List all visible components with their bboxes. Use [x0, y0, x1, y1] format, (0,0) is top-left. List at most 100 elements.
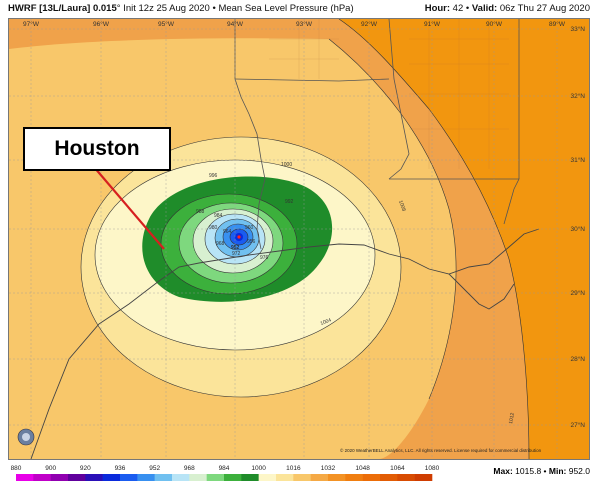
isobar-1012	[338, 19, 530, 459]
isobar-988	[178, 202, 284, 284]
weatherbell-logo	[16, 423, 66, 451]
colorbar-tick-label: 900	[45, 465, 56, 472]
lat-label: 31°N	[570, 156, 585, 164]
colorbar-swatch	[154, 474, 173, 481]
map-canvas[interactable]: 97°W 96°W 95°W 94°W 93°W 92°W 91°W 90°W …	[9, 19, 589, 459]
border-la-ms	[389, 178, 520, 225]
colorbar-tick-label: 1080	[425, 465, 440, 472]
border-tx-la	[234, 19, 266, 250]
houston-annotation: Houston	[23, 127, 171, 171]
colorbar-swatch	[397, 474, 415, 481]
pressure-colorbar: 880 900 920 936 952 968 984 1000 1016 1032 1048 106…	[11, 465, 440, 481]
colorbar-swatch	[50, 474, 69, 481]
copyright-notice: © 2020 WeatherBELL Analytics, LLC. All r…	[340, 448, 542, 453]
min-label: Min:	[548, 466, 567, 476]
colorbar-swatch	[362, 474, 381, 481]
product-name: Mean Sea Level Pressure (hPa)	[218, 3, 354, 14]
stats-separator: •	[541, 466, 549, 476]
colorbar-tick-label: 984	[219, 465, 230, 472]
colorbar-swatch	[172, 474, 190, 481]
valid-label: Valid:	[471, 3, 498, 14]
init-time: Init 12z 25 Aug 2020	[123, 3, 210, 14]
isobar-1004	[80, 136, 402, 398]
model-name: HWRF [13L/Laura] 0.015	[8, 3, 117, 14]
valid-value: 06z Thu 27 Aug 2020	[499, 3, 590, 14]
contour-label: 996	[209, 173, 218, 179]
colorbar-swatch	[85, 474, 103, 481]
hour-value: 42	[452, 3, 464, 14]
max-value: 1015.8	[515, 466, 542, 476]
valid-separator: •	[463, 3, 472, 14]
contour-label: 968	[216, 241, 225, 247]
header-title: HWRF [13L/Laura] 0.015° Init 12z 25 Aug …	[8, 0, 354, 18]
lat-label: 28°N	[570, 355, 585, 363]
lon-label: 96°W	[93, 20, 110, 28]
colorbar-tick-labels: 880 900 920 936 952 968 984 1000 1016 1032 1048 106…	[11, 465, 440, 472]
lon-label: 92°W	[361, 20, 378, 28]
gulf-coastline	[30, 228, 540, 459]
colorbar-tick-label: 1032	[321, 465, 336, 472]
contour-label: 960	[245, 225, 254, 231]
colorbar-swatch	[68, 474, 86, 481]
colorbar-swatch	[224, 474, 242, 481]
lon-label: 94°W	[227, 20, 244, 28]
grid-lines	[9, 19, 589, 459]
header-separator: •	[209, 3, 219, 14]
colorbar-tick-label: 920	[80, 465, 91, 472]
contour-label: 1000	[281, 162, 292, 168]
contour-label: 984	[214, 213, 223, 219]
mississippi-delta	[448, 273, 515, 310]
colorbar-swatch	[293, 474, 311, 481]
colorbar-swatch	[120, 474, 138, 481]
max-label: Max:	[493, 466, 513, 476]
lat-label: 30°N	[570, 225, 585, 233]
pressure-map[interactable]: 97°W 96°W 95°W 94°W 93°W 92°W 91°W 90°W …	[8, 18, 590, 460]
map-header: HWRF [13L/Laura] 0.015° Init 12z 25 Aug …	[0, 0, 600, 18]
colorbar-swatch	[16, 474, 34, 481]
contour-label: 1004	[320, 317, 333, 327]
colorbar-swatch	[380, 474, 398, 481]
houston-pointer-line	[93, 166, 165, 250]
coastline	[30, 228, 540, 459]
colorbar-tick-label: 1016	[286, 465, 301, 472]
min-value: 952.0	[568, 466, 590, 476]
contour-label: 1012	[508, 412, 516, 424]
colorbar-swatch	[328, 474, 346, 481]
colorbar-swatch	[276, 474, 294, 481]
longitude-labels: 97°W 96°W 95°W 94°W 93°W 92°W 91°W 90°W …	[23, 20, 566, 28]
contour-label: 976	[260, 255, 269, 261]
lat-label: 32°N	[570, 92, 585, 100]
latitude-labels: 33°N 32°N 31°N 30°N 29°N 28°N 27°N	[570, 25, 585, 429]
isobar-1008	[328, 38, 457, 400]
lat-label: 29°N	[570, 289, 585, 297]
lat-label: 33°N	[570, 25, 585, 33]
colorbar-tick-label: 1064	[390, 465, 405, 472]
colorbar-swatch	[189, 474, 207, 481]
isobar-960	[222, 223, 254, 251]
colorbar-tick-label: 968	[184, 465, 195, 472]
colorbar-swatch	[310, 474, 329, 481]
contour-label: 992	[285, 199, 294, 205]
lon-label: 89°W	[549, 20, 566, 28]
contour-label: 988	[196, 209, 205, 215]
colorbar-tick-label: 880	[11, 465, 22, 472]
contour-label: 972	[232, 251, 241, 257]
border-ar-la	[234, 78, 390, 82]
colorbar-swatches	[16, 474, 433, 481]
colorbar-swatch	[33, 474, 51, 481]
colorbar-tick-label: 1000	[251, 465, 266, 472]
state-borders	[234, 19, 520, 250]
colorbar-swatch	[102, 474, 121, 481]
colorbar-tick-label: 936	[115, 465, 126, 472]
contour-label: 964	[223, 229, 232, 235]
colorbar-tick-label: 1048	[355, 465, 370, 472]
pressure-field-1016	[339, 19, 589, 459]
colorbar-swatch	[206, 474, 225, 481]
colorbar-swatch	[414, 474, 433, 481]
contour-label: 956	[247, 239, 256, 245]
lon-label: 95°W	[158, 20, 175, 28]
colorbar-swatch	[258, 474, 277, 481]
lon-label: 90°W	[486, 20, 503, 28]
header-valid: Hour: 42 • Valid: 06z Thu 27 Aug 2020	[425, 0, 590, 18]
border-ar-ms	[388, 19, 410, 180]
